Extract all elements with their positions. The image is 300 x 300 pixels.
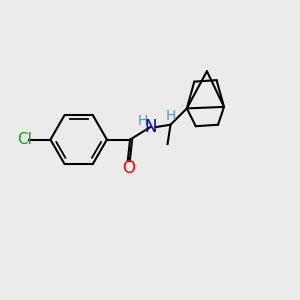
Text: N: N [144, 118, 157, 136]
Text: Cl: Cl [17, 132, 32, 147]
Text: O: O [122, 158, 135, 176]
Text: H: H [138, 114, 148, 128]
Text: H: H [165, 109, 176, 123]
